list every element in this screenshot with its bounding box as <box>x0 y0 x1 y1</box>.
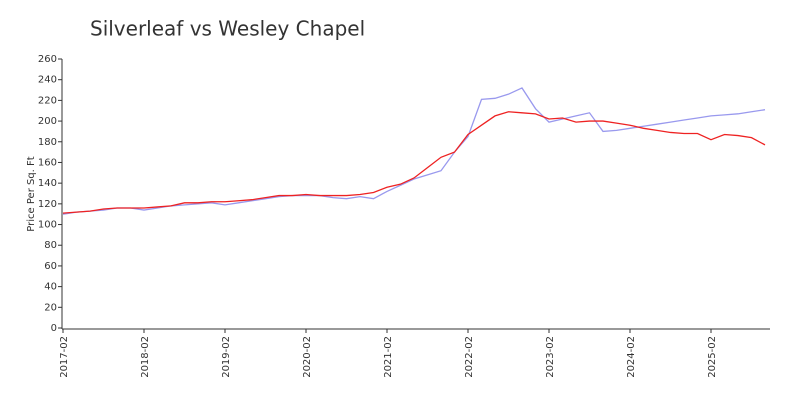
y-tick-label: 120 <box>38 199 57 210</box>
y-tick-label: 200 <box>38 116 57 127</box>
y-axis-label: Price Per Sq. Ft <box>26 156 37 231</box>
x-tick-label: 2021-02 <box>383 336 394 378</box>
y-tick-label: 20 <box>44 302 57 313</box>
y-tick-label: 60 <box>44 261 57 272</box>
y-tick-label: 220 <box>38 95 57 106</box>
x-tick-label: 2020-02 <box>302 336 313 378</box>
x-tick-label: 2022-02 <box>464 336 475 378</box>
y-tick-label: 240 <box>38 75 57 86</box>
x-tick-label: 2018-02 <box>140 336 151 378</box>
x-tick-label: 2024-02 <box>626 336 637 378</box>
line-series <box>62 111 766 214</box>
y-tick-label: 100 <box>38 220 57 231</box>
y-tick-label: 160 <box>38 157 57 168</box>
y-tick-label: 80 <box>44 240 57 251</box>
y-tick-label: 140 <box>38 178 57 189</box>
x-tick-label: 2023-02 <box>545 336 556 378</box>
chart-title: Silverleaf vs Wesley Chapel <box>90 17 365 41</box>
y-tick-label: 180 <box>38 137 57 148</box>
y-tick-label: 40 <box>44 282 57 293</box>
y-tick-label: 0 <box>51 323 57 334</box>
line-series <box>62 87 766 215</box>
y-tick-label: 260 <box>38 54 57 65</box>
x-tick-label: 2019-02 <box>221 336 232 378</box>
x-tick-label: 2017-02 <box>59 336 70 378</box>
x-tick-label: 2025-02 <box>707 336 718 378</box>
